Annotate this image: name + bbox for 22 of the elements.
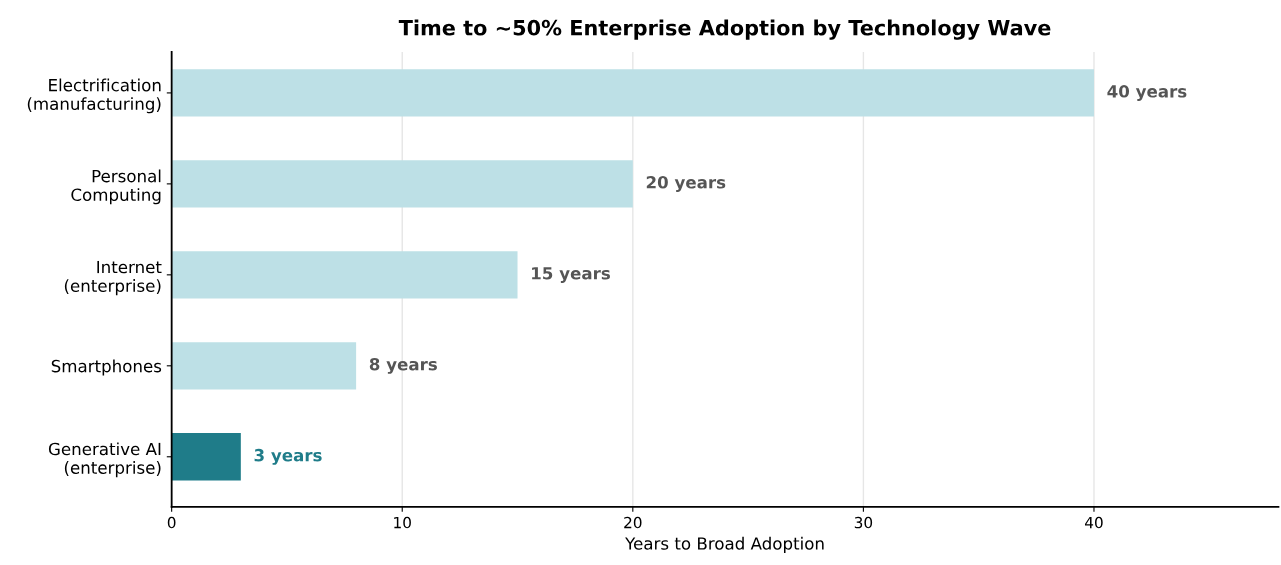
- y-tick-label: Smartphones: [51, 359, 162, 376]
- data-label: 20 years: [646, 175, 726, 192]
- data-label: 15 years: [532, 267, 610, 283]
- x-tick-label: 0: [167, 516, 176, 529]
- data-label: 8 years: [369, 357, 437, 374]
- x-axis-title: Years to Broad Adoption: [625, 536, 824, 553]
- x-tick-label: 10: [394, 516, 411, 529]
- y-tick-label: Internet (enterprise): [64, 260, 162, 296]
- bar: [171, 342, 357, 390]
- y-tick-label: Electrification (manufacturing): [27, 78, 161, 114]
- x-tick-label: 20: [624, 516, 642, 529]
- data-label: 3 years: [254, 448, 322, 465]
- data-label: 40 years: [1107, 85, 1187, 101]
- bar: [171, 251, 518, 299]
- chart-title: Time to ~50% Enterprise Adoption by Technology Wave: [398, 19, 1051, 40]
- bar: [171, 433, 241, 481]
- x-tick-label: 30: [854, 516, 873, 529]
- bar: [171, 69, 1094, 117]
- x-tick-label: 40: [1085, 516, 1103, 529]
- y-tick-label: Personal Computing: [71, 169, 161, 205]
- y-tick-label: Generative AI (enterprise): [48, 442, 161, 478]
- bar: [171, 160, 633, 208]
